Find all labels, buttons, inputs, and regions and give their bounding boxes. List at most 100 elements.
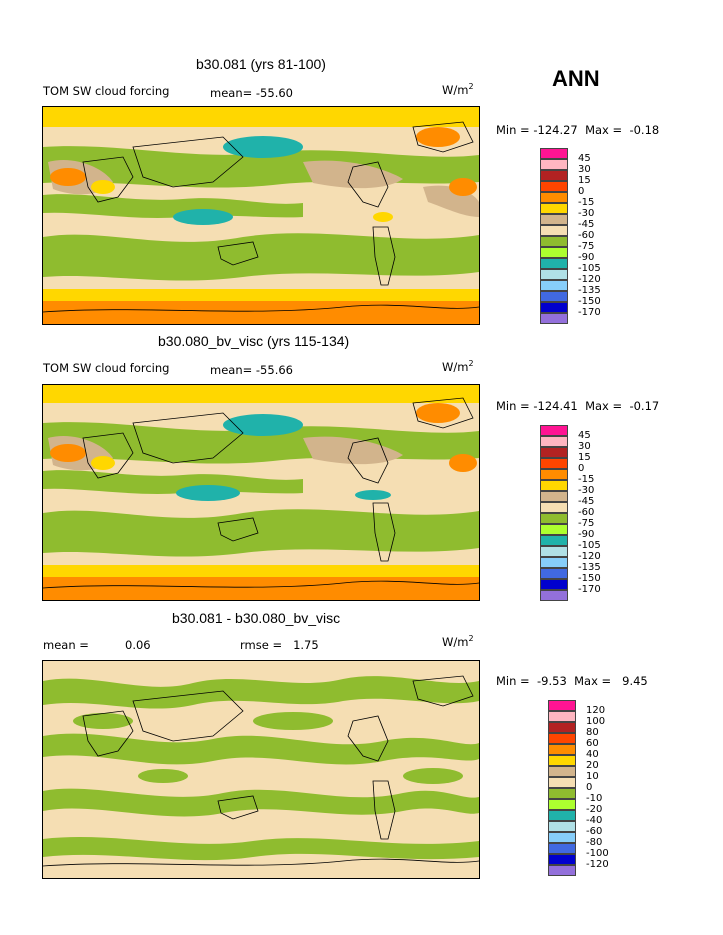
panel-2-colorbar-tick-label: -30 xyxy=(578,485,595,496)
panel-1-colorbar-swatch xyxy=(540,269,568,280)
panel-2-minmax: Min = -124.41 Max = -0.17 xyxy=(496,399,660,413)
panel-3-units: W/m2 xyxy=(442,634,474,649)
panel-3-colorbar-swatch xyxy=(548,744,576,755)
panel-2-colorbar-swatch xyxy=(540,491,568,502)
panel-1-colorbar-tick-label: -120 xyxy=(578,274,601,285)
panel-3-colorbar-tick-label: 120 xyxy=(586,705,606,716)
panel-1-minmax: Min = -124.27 Max = -0.18 xyxy=(496,123,660,137)
panel-1-colorbar-tick-label: -60 xyxy=(578,230,595,241)
panel-3-colorbar-swatch xyxy=(548,777,576,788)
panel-3-colorbar-swatch xyxy=(548,755,576,766)
panel-2-min-value: -124.41 xyxy=(533,399,578,413)
panel-3-rmse-value: 1.75 xyxy=(293,638,319,652)
panel-3-colorbar-tick-label: 0 xyxy=(586,782,593,793)
panel-1-colorbar-swatch xyxy=(540,181,568,192)
panel-3-mean-value: 0.06 xyxy=(125,638,151,652)
panel-3-colorbar-tick-label: -10 xyxy=(586,793,603,804)
panel-1-colorbar-tick-label: -135 xyxy=(578,285,601,296)
panel-2-colorbar-tick-label: -150 xyxy=(578,573,601,584)
panel-3-colorbar-swatch xyxy=(548,722,576,733)
panel-2-colorbar-tick-label: 0 xyxy=(578,463,585,474)
panel-3-colorbar-swatch xyxy=(548,843,576,854)
panel-1-colorbar-tick-label: 30 xyxy=(578,164,591,175)
panel-2-colorbar: 45 30 15 0 -15 -30 -45 -60 -75 -90 -105 -120 -135 -15… xyxy=(540,425,630,601)
panel-1-colorbar-tick-label: -170 xyxy=(578,307,601,318)
panel-2-title: b30.080_bv_visc (yrs 115-134) xyxy=(158,333,350,349)
panel-2-colorbar-tick-label: -75 xyxy=(578,518,595,529)
panel-1-colorbar-tick-label: -30 xyxy=(578,208,595,219)
panel-1-colorbar-swatch xyxy=(540,313,568,324)
panel-3-colorbar-swatch xyxy=(548,865,576,876)
panel-2-map xyxy=(42,384,480,601)
panel-1-colorbar-swatch xyxy=(540,258,568,269)
panel-3-colorbar-swatch xyxy=(548,711,576,722)
panel-1-colorbar-swatch xyxy=(540,302,568,313)
panel-1-colorbar-swatch xyxy=(540,225,568,236)
panel-2-mean-label: mean= -55.66 xyxy=(210,363,293,377)
panel-1-colorbar-swatch xyxy=(540,148,568,159)
panel-3-colorbar-swatch xyxy=(548,788,576,799)
panel-1-variable-label: TOM SW cloud forcing xyxy=(43,84,170,98)
panel-3-colorbar-swatch xyxy=(548,700,576,711)
panel-2-colorbar-swatch xyxy=(540,590,568,601)
panel-3-map xyxy=(42,660,480,879)
panel-2-colorbar-swatch xyxy=(540,447,568,458)
panel-2-colorbar-swatch xyxy=(540,425,568,436)
panel-2-colorbar-swatch xyxy=(540,524,568,535)
panel-1-title: b30.081 (yrs 81-100) xyxy=(196,56,326,72)
panel-1-colorbar-swatch xyxy=(540,280,568,291)
panel-1-colorbar-swatch xyxy=(540,291,568,302)
panel-1-colorbar-tick-label: -75 xyxy=(578,241,595,252)
panel-3-colorbar-swatch xyxy=(548,854,576,865)
panel-2-colorbar-tick-label: 45 xyxy=(578,430,591,441)
panel-3-title: b30.081 - b30.080_bv_visc xyxy=(172,610,341,626)
panel-1-min-value: -124.27 xyxy=(533,123,578,137)
panel-3-minmax: Min = -9.53 Max = 9.45 xyxy=(496,674,648,688)
panel-1-colorbar-tick-label: 45 xyxy=(578,153,591,164)
panel-2-colorbar-tick-label: 30 xyxy=(578,441,591,452)
panel-3-colorbar-swatch xyxy=(548,799,576,810)
panel-3-colorbar-swatch xyxy=(548,821,576,832)
panel-2-colorbar-swatch xyxy=(540,568,568,579)
panel-1-colorbar-tick-label: -45 xyxy=(578,219,595,230)
panel-1-colorbar-swatch xyxy=(540,247,568,258)
season-label: ANN xyxy=(552,66,600,91)
panel-2-colorbar-swatch xyxy=(540,557,568,568)
panel-3-mean-label: mean = xyxy=(43,638,89,652)
panel-2-colorbar-swatch xyxy=(540,513,568,524)
panel-3-rmse: rmse = 1.75 xyxy=(240,638,319,652)
panel-2-colorbar-tick-label: -170 xyxy=(578,584,601,595)
panel-3-colorbar-tick-label: -20 xyxy=(586,804,603,815)
panel-2-colorbar-swatch xyxy=(540,546,568,557)
panel-1-colorbar-swatch xyxy=(540,159,568,170)
panel-1-colorbar-swatch xyxy=(540,203,568,214)
panel-2-colorbar-swatch xyxy=(540,436,568,447)
panel-3-colorbar: 120 100 80 60 40 20 10 0 -10 -20 -40 -60 -80 -100 -120 xyxy=(548,700,638,876)
panel-2-colorbar-tick-label: -120 xyxy=(578,551,601,562)
panel-3-colorbar-tick-label: 20 xyxy=(586,760,599,771)
panel-3-colorbar-tick-label: 10 xyxy=(586,771,599,782)
panel-2-colorbar-tick-label: 15 xyxy=(578,452,591,463)
panel-3-colorbar-swatch xyxy=(548,766,576,777)
panel-2-colorbar-tick-label: -135 xyxy=(578,562,601,573)
panel-2-colorbar-swatch xyxy=(540,458,568,469)
panel-2-mean-value: -55.66 xyxy=(255,363,293,377)
panel-3-colorbar-swatch xyxy=(548,810,576,821)
panel-3-colorbar-tick-label: -40 xyxy=(586,815,603,826)
panel-2-units: W/m2 xyxy=(442,359,474,374)
panel-2-colorbar-tick-label: -45 xyxy=(578,496,595,507)
panel-1-colorbar-tick-label: -90 xyxy=(578,252,595,263)
panel-3-colorbar-tick-label: -80 xyxy=(586,837,603,848)
panel-2-colorbar-tick-label: -105 xyxy=(578,540,601,551)
panel-3-colorbar-tick-label: 80 xyxy=(586,727,599,738)
panel-2-max-value: -0.17 xyxy=(629,399,660,413)
panel-3-max-value: 9.45 xyxy=(622,674,648,688)
panel-2-variable-label: TOM SW cloud forcing xyxy=(43,361,170,375)
panel-2-colorbar-swatch xyxy=(540,469,568,480)
panel-1-colorbar: 45 30 15 0 -15 -30 -45 -60 -75 -90 -105 -120 -135 -15… xyxy=(540,148,630,324)
panel-2-colorbar-tick-label: -15 xyxy=(578,474,595,485)
panel-3-min-value: -9.53 xyxy=(537,674,567,688)
panel-1-colorbar-tick-label: 0 xyxy=(578,186,585,197)
panel-3-colorbar-tick-label: 60 xyxy=(586,738,599,749)
panel-1-mean-value: -55.60 xyxy=(255,86,293,100)
